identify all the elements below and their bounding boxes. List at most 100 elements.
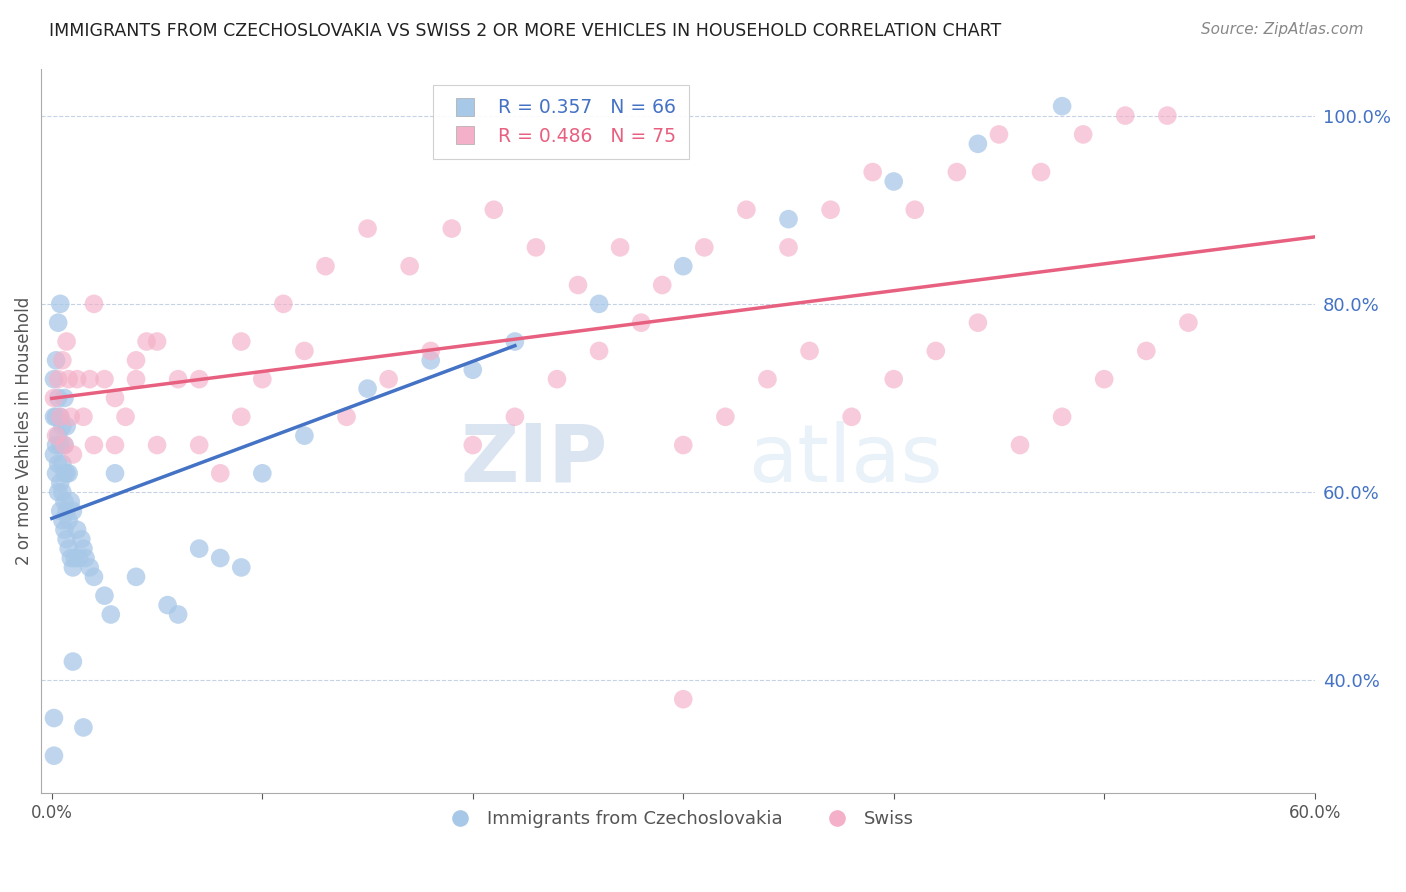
Point [672,692,695,706]
Point [51,457,73,471]
Point [546,372,568,386]
Point [356,382,378,396]
Point [588,343,610,358]
Point [1050,99,1073,113]
Point [1092,372,1115,386]
Point [231,409,253,424]
Point [209,467,232,481]
Point [66,372,89,386]
Point [693,240,716,254]
Point [946,165,969,179]
Point [53,438,76,452]
Point [51,419,73,434]
Point [55,467,77,481]
Point [231,560,253,574]
Point [419,353,441,368]
Point [820,202,842,217]
Point [75,551,97,566]
Point [46,428,69,442]
Point [59,551,82,566]
Point [252,467,274,481]
Point [49,409,72,424]
Point [58,467,80,481]
Point [79,372,101,386]
Point [1114,109,1136,123]
Point [778,240,800,254]
Point [104,438,127,452]
Point [967,136,990,151]
Point [45,438,67,452]
Point [862,165,884,179]
Point [59,409,82,424]
Point [83,297,105,311]
Point [440,221,463,235]
Point [904,202,927,217]
Point [503,409,526,424]
Point [51,353,73,368]
Point [70,532,93,546]
Point [314,259,336,273]
Point [45,353,67,368]
Point [46,391,69,405]
Point [567,278,589,293]
Point [756,372,779,386]
Point [51,485,73,500]
Point [46,457,69,471]
Point [55,334,77,349]
Point [630,316,652,330]
Point [398,259,420,273]
Point [42,447,65,461]
Point [62,560,84,574]
Point [45,409,67,424]
Point [778,212,800,227]
Point [45,428,67,442]
Point [66,523,89,537]
Point [209,551,232,566]
Point [62,655,84,669]
Legend: Immigrants from Czechoslovakia, Swiss: Immigrants from Czechoslovakia, Swiss [434,803,921,835]
Point [79,560,101,574]
Point [188,372,211,386]
Point [146,334,169,349]
Point [672,259,695,273]
Point [482,202,505,217]
Point [1050,409,1073,424]
Point [49,297,72,311]
Point [988,128,1011,142]
Point [53,523,76,537]
Point [356,221,378,235]
Point [72,541,94,556]
Point [294,428,316,442]
Point [188,541,211,556]
Point [46,316,69,330]
Point [67,551,90,566]
Point [967,316,990,330]
Text: ZIP: ZIP [461,421,607,499]
Point [1177,316,1199,330]
Point [55,419,77,434]
Point [799,343,821,358]
Point [104,467,127,481]
Point [461,363,484,377]
Point [231,334,253,349]
Point [883,372,905,386]
Point [63,551,86,566]
Point [588,297,610,311]
Point [114,409,136,424]
Point [58,513,80,527]
Point [146,438,169,452]
Point [83,570,105,584]
Point [49,438,72,452]
Point [104,391,127,405]
Point [167,372,190,386]
Point [419,343,441,358]
Point [49,504,72,518]
Point [841,409,863,424]
Point [125,570,148,584]
Point [294,343,316,358]
Point [461,438,484,452]
Point [53,438,76,452]
Point [62,447,84,461]
Point [72,721,94,735]
Point [58,372,80,386]
